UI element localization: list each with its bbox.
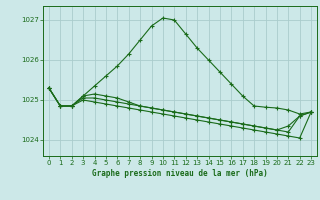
X-axis label: Graphe pression niveau de la mer (hPa): Graphe pression niveau de la mer (hPa) [92, 169, 268, 178]
